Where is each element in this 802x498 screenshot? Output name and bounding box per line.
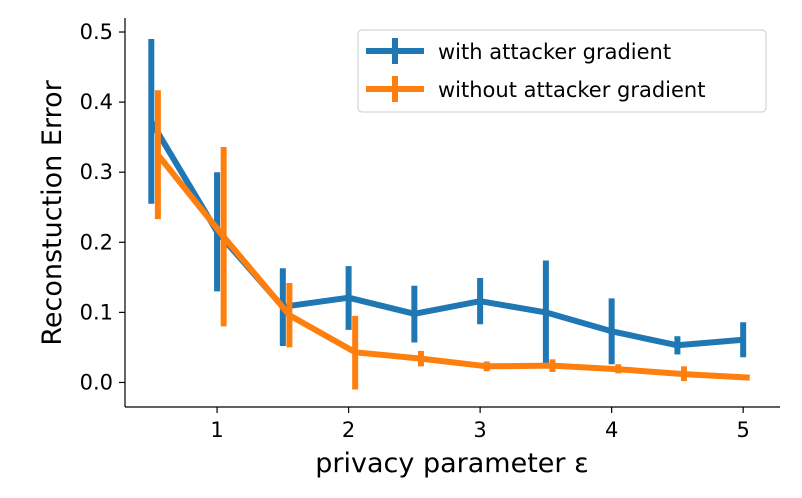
axes-layer <box>124 18 780 408</box>
x-tick-label-0: 1 <box>210 418 223 442</box>
y-tick-label-0: 0.0 <box>80 370 113 394</box>
y-tick-label-3: 0.3 <box>80 160 113 184</box>
ticks-layer: 1 2 3 4 5 0.0 0.1 0.2 0.3 0.4 0.5 <box>80 20 750 442</box>
y-tick-label-1: 0.1 <box>80 300 113 324</box>
legend-label-without-attacker-gradient: without attacker gradient <box>438 78 705 102</box>
series-1 <box>154 90 750 390</box>
series-layer <box>148 39 750 390</box>
legend-frame <box>357 29 767 113</box>
x-tick-label-4: 5 <box>736 418 749 442</box>
legend: with attacker gradient without attacker … <box>357 29 767 113</box>
legend-label-with-attacker-gradient: with attacker gradient <box>438 40 671 64</box>
series-line-0 <box>148 120 744 349</box>
series-line-1 <box>155 152 750 381</box>
x-tick-label-2: 3 <box>473 418 486 442</box>
x-tick-label-3: 4 <box>605 418 618 442</box>
y-tick-label-2: 0.2 <box>80 230 113 254</box>
y-tick-label-4: 0.4 <box>80 90 113 114</box>
y-tick-label-5: 0.5 <box>80 20 113 44</box>
y-axis-title: Reconstuction Error <box>37 79 68 345</box>
x-axis-title: privacy parameter ε <box>315 448 588 479</box>
x-tick-label-1: 2 <box>342 418 355 442</box>
